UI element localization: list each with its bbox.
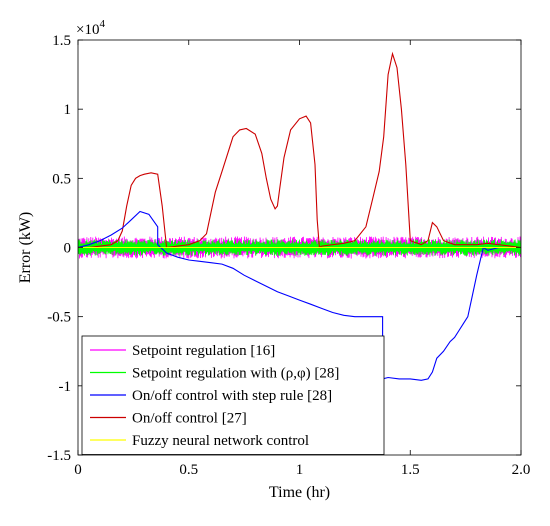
legend-label: On/off control [27] [132, 411, 247, 427]
x-tick-label: 0 [74, 462, 82, 478]
legend-label: Setpoint regulation with (ρ,φ) [28] [132, 366, 339, 382]
legend-label: On/off control with step rule [28] [132, 388, 332, 404]
y-tick-label: 0 [64, 241, 72, 257]
legend-label: Setpoint regulation [16] [132, 343, 275, 359]
series-line-3 [78, 51, 521, 249]
y-tick-label: 1.5 [52, 33, 71, 49]
x-tick-label: 1 [296, 462, 304, 478]
legend-box [81, 335, 385, 455]
x-axis-label: Time (hr) [269, 484, 330, 501]
ticks-layer: 0 0.5 1 1.5 2.0 -1.5 -1 -0.5 0 0.5 1 1.5 [47, 33, 530, 478]
y-tick-label: -1.5 [47, 448, 71, 464]
y-tick-label: 0.5 [52, 171, 71, 187]
y-tick-label: -0.5 [47, 310, 71, 326]
legend: Setpoint regulation [16] Setpoint regulat… [81, 335, 385, 455]
x-tick-label: 1.5 [401, 462, 420, 478]
x-tick-label: 2.0 [512, 462, 531, 478]
y-exponent-label: ×104 [76, 18, 105, 38]
y-tick-label: -1 [59, 379, 72, 395]
series-layer [78, 51, 521, 381]
y-tick-label: 1 [64, 102, 72, 118]
y-axis-label: Error (kW) [17, 212, 34, 284]
legend-label: Fuzzy neural network control [132, 433, 309, 449]
y-exponent-power: 4 [99, 18, 105, 30]
x-tick-label: 0.5 [179, 462, 198, 478]
series-line-2 [78, 210, 521, 381]
series-line-1 [78, 239, 521, 256]
